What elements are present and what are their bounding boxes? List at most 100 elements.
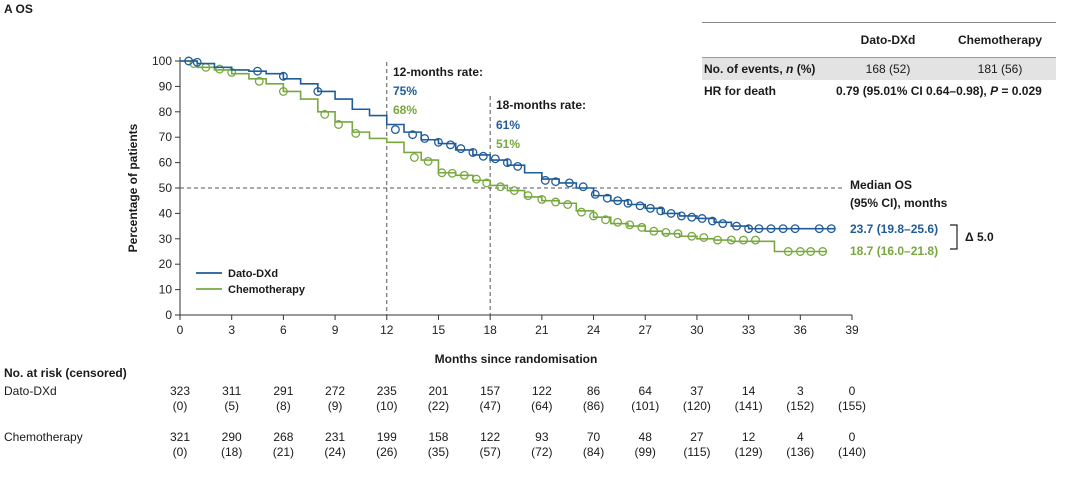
dato-dxd-censor-mark: [313, 87, 323, 96]
censored-count: (99): [634, 445, 656, 459]
dato-dxd-censor-mark: [278, 71, 288, 81]
dato-dxd-censor-mark: [697, 214, 707, 223]
risk-cell: 157 (47): [468, 384, 512, 414]
at-risk-count: 199: [376, 430, 397, 444]
chemotherapy-censor-mark: [687, 231, 697, 241]
x-tick-label: 3: [228, 323, 235, 337]
risk-cell: 12 (129): [727, 430, 771, 460]
risk-cell: 199 (26): [365, 430, 409, 460]
x-tick-label: 33: [742, 323, 756, 337]
hr-label: HR for death: [704, 84, 776, 98]
y-tick-label: 40: [159, 206, 173, 220]
dato-dxd-censor-mark: [192, 57, 202, 67]
risk-cell: 0 (155): [830, 384, 874, 414]
at-risk-count: 290: [221, 430, 242, 444]
risk-cell: 268 (21): [261, 430, 305, 460]
rate18-chemo: 51%: [496, 137, 520, 151]
chemotherapy-censor-mark: [625, 220, 635, 230]
dato-dxd-censor-mark: [623, 198, 633, 208]
at-risk-count: 122: [531, 384, 552, 398]
stats-table: Dato-DXd Chemotherapy No. of events, n (…: [702, 22, 1056, 102]
chemotherapy-censor-mark: [649, 226, 659, 236]
risk-cell: 201 (22): [416, 384, 460, 414]
dato-dxd-censor-mark: [790, 224, 800, 234]
x-tick-label: 27: [639, 323, 653, 337]
chemotherapy-censor-mark: [751, 235, 760, 245]
at-risk-count: 0: [848, 430, 856, 444]
risk-cell: 122 (57): [468, 430, 512, 460]
y-tick-label: 70: [159, 130, 173, 144]
y-tick-label: 80: [159, 105, 173, 119]
at-risk-count: 122: [480, 430, 501, 444]
y-tick-label: 100: [152, 54, 172, 68]
censored-count: (115): [683, 445, 711, 459]
risk-row-label: Dato-DXd: [4, 384, 57, 398]
chemotherapy-censor-mark: [254, 76, 264, 86]
rate12-chemo: 68%: [393, 103, 417, 117]
events-label-suffix: (%): [793, 62, 816, 76]
censored-count: (152): [786, 399, 815, 413]
events-dato: 168 (52): [865, 62, 911, 76]
chemotherapy-censor-mark: [661, 227, 671, 237]
chemotherapy-censor-mark: [482, 178, 492, 188]
x-tick-label: 21: [535, 323, 549, 337]
at-risk-count: 268: [273, 430, 294, 444]
at-risk-count: 201: [428, 384, 449, 398]
at-risk-count: 235: [376, 384, 397, 398]
risk-cell: 311 (5): [210, 384, 254, 414]
dato-dxd-censor-mark: [446, 140, 455, 150]
chemotherapy-censor-mark: [447, 168, 457, 178]
chemotherapy-censor-mark: [601, 215, 611, 225]
at-risk-count: 157: [480, 384, 501, 398]
rate18-title: 18-months rate:: [496, 98, 586, 112]
dato-dxd-censor-mark: [766, 224, 776, 234]
x-tick-label: 18: [483, 323, 497, 337]
at-risk-count: 93: [535, 430, 549, 444]
at-risk-count: 48: [638, 430, 652, 444]
censored-count: (57): [479, 445, 501, 459]
at-risk-count: 27: [690, 430, 704, 444]
censored-count: (140): [837, 445, 866, 459]
dato-dxd-censor-mark: [718, 219, 728, 229]
risk-cell: 235 (10): [365, 384, 409, 414]
dato-dxd-curve: [180, 60, 835, 230]
chemotherapy-censor-mark: [637, 222, 647, 232]
dato-dxd-censor-mark: [408, 130, 418, 140]
chemotherapy-censor-mark: [673, 229, 683, 239]
rate12-dato: 75%: [393, 84, 417, 98]
chemotherapy-censor-mark: [551, 197, 561, 207]
at-risk-count: 14: [741, 384, 756, 398]
hr-value-suffix: = 0.029: [998, 84, 1042, 98]
censored-count: (129): [734, 445, 763, 459]
dato-dxd-censor-mark: [613, 196, 623, 206]
censored-count: (120): [682, 399, 711, 413]
chemotherapy-censor-mark: [278, 87, 288, 96]
hr-value-prefix: 0.79 (95.01% CI 0.64–0.98),: [836, 84, 991, 98]
legend-label: Chemotherapy: [228, 284, 306, 296]
at-risk-count: 37: [690, 384, 704, 398]
chemotherapy-censor-mark: [537, 194, 547, 204]
hr-value-p: P: [990, 84, 999, 98]
chemotherapy-censor-mark: [613, 217, 623, 227]
dato-dxd-censor-mark: [468, 147, 478, 157]
events-label-prefix: No. of events,: [704, 62, 787, 76]
delta-label: Δ 5.0: [965, 230, 994, 244]
censored-count: (21): [272, 445, 295, 459]
median-chemo: 18.7 (16.0–21.8): [850, 244, 938, 258]
stats-events-row: No. of events, n (%) 168 (52) 181 (56): [702, 57, 1056, 80]
chemotherapy-censor-mark: [423, 156, 433, 166]
risk-cell: 86 (86): [572, 384, 616, 414]
censored-count: (84): [582, 445, 605, 459]
at-risk-count: 0: [848, 384, 856, 398]
risk-cell: 272 (9): [313, 384, 357, 414]
at-risk-count: 64: [638, 384, 652, 398]
dato-dxd-censor-mark: [184, 56, 194, 66]
risk-cell: 14 (141): [727, 384, 771, 414]
chemotherapy-censor-mark: [726, 235, 736, 245]
km-chart: 0 3 6 9 12 15 18 21 24 27 30 33 36 390102030405060708…: [126, 54, 994, 366]
risk-cell: 93 (72): [520, 430, 564, 460]
dato-dxd-censor-mark: [420, 134, 430, 143]
at-risk-count: 272: [325, 384, 346, 398]
x-axis-label: Months since randomisation: [435, 352, 598, 366]
x-tick-label: 12: [380, 323, 394, 337]
